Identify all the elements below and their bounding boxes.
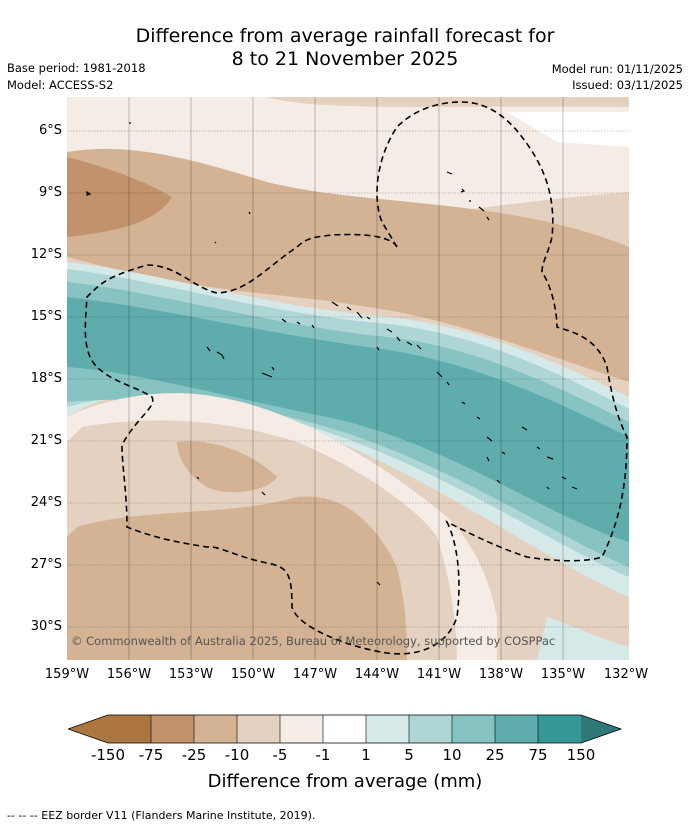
colorbar-tick-neg25: -25 (181, 746, 207, 764)
eez-footnote: -- -- -- EEZ border V11 (Flanders Marine… (7, 809, 316, 822)
colorbar-swatch-7 (366, 715, 409, 743)
model-name: Model: ACCESS-S2 (7, 78, 114, 92)
colorbar-arrow-high (581, 715, 621, 743)
lat-label-27s: 27°S (30, 557, 62, 572)
colorbar-tick-75: 75 (528, 746, 548, 764)
lon-label-135w: 135°W (540, 667, 586, 682)
lon-label-156w: 156°W (106, 667, 152, 682)
colorbar-tick-neg1: -1 (315, 746, 331, 764)
base-period: Base period: 1981-2018 (7, 61, 146, 75)
blob-neg75-northwest (67, 157, 172, 237)
colorbar-tick-neg150: -150 (90, 746, 126, 764)
colorbar-tick-neg10: -10 (224, 746, 250, 764)
rainfall-anomaly-map: © Commonwealth of Australia 2025, Bureau… (67, 97, 629, 660)
lat-label-30s: 30°S (30, 619, 62, 634)
map-attribution: © Commonwealth of Australia 2025, Bureau… (71, 634, 555, 648)
lon-label-144w: 144°W (354, 667, 400, 682)
colorbar-tick-5: 5 (404, 746, 414, 764)
colorbar-tick-1: 1 (361, 746, 371, 764)
band-pos1-southeast (537, 617, 629, 660)
band-neg25-north (67, 148, 629, 382)
colorbar-swatch-4 (237, 715, 280, 743)
colorbar-tick-150: 150 (566, 746, 596, 764)
lon-label-147w: 147°W (292, 667, 338, 682)
lat-label-18s: 18°S (30, 371, 62, 386)
lon-label-150w: 150°W (230, 667, 276, 682)
colorbar-swatch-3 (194, 715, 237, 743)
colorbar-swatch-11 (538, 715, 581, 743)
islands (86, 122, 578, 586)
title-line-2: 8 to 21 November 2025 (231, 48, 459, 70)
lon-label-153w: 153°W (168, 667, 214, 682)
colorbar-tick-neg75: -75 (138, 746, 164, 764)
lat-label-24s: 24°S (30, 495, 62, 510)
colorbar-swatch-6 (323, 715, 366, 743)
eez-border (84, 101, 628, 655)
model-run: Model run: 01/11/2025 (551, 62, 683, 76)
colorbar-swatch-1 (108, 715, 151, 743)
colorbar-arrow-low (68, 715, 108, 743)
lon-label-132w: 132°W (603, 667, 649, 682)
colorbar-swatch-9 (452, 715, 495, 743)
colorbar-swatch-10 (495, 715, 538, 743)
colorbar-swatch-2 (151, 715, 194, 743)
lat-label-21s: 21°S (30, 433, 62, 448)
title-line-1: Difference from average rainfall forecas… (135, 25, 555, 47)
blob-neg25-south-2 (67, 496, 407, 660)
lat-label-15s: 15°S (30, 309, 62, 324)
blob-neg25-south-1 (177, 441, 277, 493)
lat-label-6s: 6°S (38, 123, 62, 138)
lon-label-159w: 159°W (44, 667, 90, 682)
colorbar-tick-neg5: -5 (272, 746, 288, 764)
lon-label-141w: 141°W (416, 667, 462, 682)
issued-date: Issued: 03/11/2025 (572, 78, 683, 92)
lon-label-138w: 138°W (478, 667, 524, 682)
colorbar-tick-10: 10 (442, 746, 462, 764)
colorbar-swatch-5 (280, 715, 323, 743)
colorbar-tick-25: 25 (485, 746, 505, 764)
lat-label-12s: 12°S (30, 247, 62, 262)
colorbar-label: Difference from average (mm) (207, 771, 483, 792)
band-neutral-northeast (507, 112, 629, 147)
map-gridlines (67, 97, 629, 660)
colorbar-swatch-8 (409, 715, 452, 743)
band-pos25-core (67, 297, 629, 542)
colorbar (68, 714, 623, 744)
lat-label-9s: 9°S (38, 185, 62, 200)
